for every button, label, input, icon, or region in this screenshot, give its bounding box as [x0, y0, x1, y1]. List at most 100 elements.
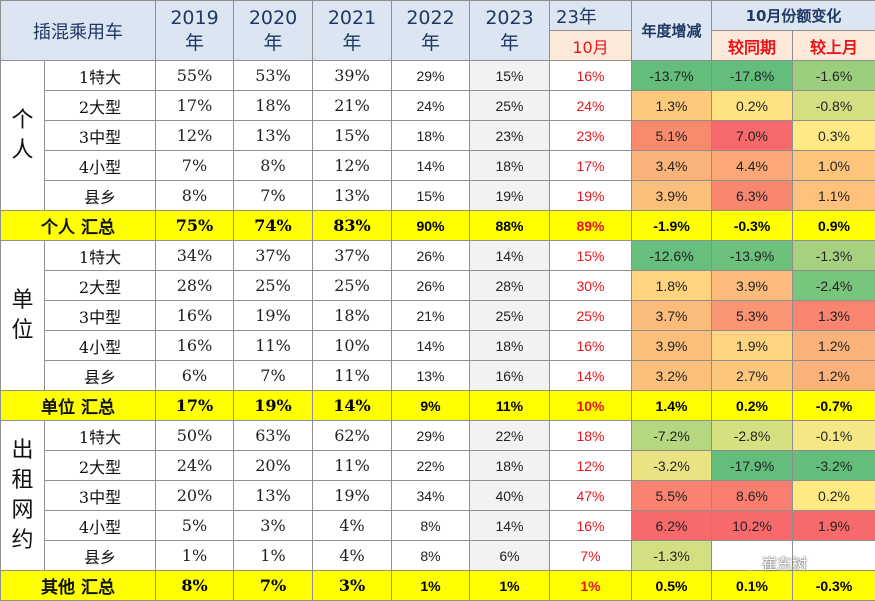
header-oct: 10月	[549, 30, 632, 61]
value-2023: 18%	[469, 330, 550, 361]
value-oct: 14%	[549, 360, 632, 391]
year-label: 2022	[406, 6, 455, 29]
value-2023: 16%	[469, 360, 550, 391]
value-2022: 26%	[391, 240, 470, 271]
total-row: 单位 汇总 17% 19% 14% 9% 11% 10% 1.4% 0.2% -0.7%	[0, 390, 875, 421]
value-2023: 19%	[469, 180, 550, 211]
value-2023: 22%	[469, 420, 550, 451]
yoy-change: 6.3%	[711, 180, 793, 211]
table-row: 3中型 12% 13% 15% 18% 23% 23% 5.1% 7.0% 0.3%	[1, 120, 875, 151]
value-2019: 34%	[155, 240, 234, 271]
row-label: 2大型	[44, 450, 156, 481]
row-label: 2大型	[44, 270, 156, 301]
header-year-2020: 2020 年	[233, 0, 313, 61]
value-2022: 18%	[391, 120, 470, 151]
total-2020: 19%	[233, 390, 313, 421]
watermark: 崔东树	[738, 551, 838, 575]
value-2022: 22%	[391, 450, 470, 481]
total-2019: 17%	[155, 390, 234, 421]
header-yoy: 较同期	[711, 30, 793, 61]
yoy-change: 8.6%	[711, 480, 793, 511]
annual-change: 5.5%	[631, 480, 712, 511]
annual-change: 3.9%	[631, 330, 712, 361]
mom-change: -0.8%	[792, 90, 875, 121]
total-2021: 3%	[312, 570, 392, 601]
value-2023: 15%	[469, 60, 550, 91]
value-2023: 25%	[469, 300, 550, 331]
mom-change: -0.1%	[792, 420, 875, 451]
yoy-change: -2.8%	[711, 420, 793, 451]
value-oct: 24%	[549, 90, 632, 121]
total-oct: 10%	[549, 390, 632, 421]
year-label: 2019	[170, 6, 219, 29]
value-2023: 14%	[469, 240, 550, 271]
table-row: 县乡 6% 7% 11% 13% 16% 14% 3.2% 2.7% 1.2%	[1, 360, 875, 391]
yoy-change: 2.7%	[711, 360, 793, 391]
annual-change: 6.2%	[631, 510, 712, 541]
value-2020: 53%	[233, 60, 313, 91]
table-row: 4小型 7% 8% 12% 14% 18% 17% 3.4% 4.4% 1.0%	[1, 150, 875, 181]
total-2022: 1%	[391, 570, 470, 601]
value-2023: 40%	[469, 480, 550, 511]
header-year-2021: 2021 年	[312, 0, 392, 61]
value-2019: 55%	[155, 60, 234, 91]
value-2020: 13%	[233, 480, 313, 511]
value-2021: 12%	[312, 150, 392, 181]
total-label: 单位 汇总	[0, 390, 156, 421]
value-2021: 10%	[312, 330, 392, 361]
value-oct: 17%	[549, 150, 632, 181]
value-2021: 11%	[312, 450, 392, 481]
row-label: 4小型	[44, 330, 156, 361]
value-2022: 15%	[391, 180, 470, 211]
row-label: 1特大	[44, 60, 156, 91]
yoy-change: -13.9%	[711, 240, 793, 271]
value-2022: 24%	[391, 90, 470, 121]
table-row: 县乡 8% 7% 13% 15% 19% 19% 3.9% 6.3% 1.1%	[1, 180, 875, 211]
mom-change: 1.2%	[792, 330, 875, 361]
value-2019: 24%	[155, 450, 234, 481]
row-label: 1特大	[44, 240, 156, 271]
total-mom: 0.9%	[792, 210, 875, 241]
value-2019: 16%	[155, 330, 234, 361]
value-oct: 16%	[549, 60, 632, 91]
value-2019: 6%	[155, 360, 234, 391]
value-2023: 25%	[469, 90, 550, 121]
value-2019: 1%	[155, 540, 234, 571]
annual-change: 5.1%	[631, 120, 712, 151]
table-row: 2大型 24% 20% 11% 22% 18% 12% -3.2% -17.9% -3.2%	[1, 450, 875, 481]
annual-change: -13.7%	[631, 60, 712, 91]
value-2019: 8%	[155, 180, 234, 211]
header-title: 插混乘用车	[0, 0, 156, 61]
value-2021: 62%	[312, 420, 392, 451]
value-2020: 1%	[233, 540, 313, 571]
value-2023: 6%	[469, 540, 550, 571]
value-2021: 18%	[312, 300, 392, 331]
value-2023: 14%	[469, 510, 550, 541]
value-oct: 47%	[549, 480, 632, 511]
value-2020: 7%	[233, 360, 313, 391]
value-2021: 25%	[312, 270, 392, 301]
value-2020: 3%	[233, 510, 313, 541]
value-2019: 12%	[155, 120, 234, 151]
value-2021: 15%	[312, 120, 392, 151]
value-2020: 7%	[233, 180, 313, 211]
total-oct: 89%	[549, 210, 632, 241]
value-2019: 16%	[155, 300, 234, 331]
total-yoy: -0.3%	[711, 210, 793, 241]
row-label: 4小型	[44, 510, 156, 541]
value-2021: 39%	[312, 60, 392, 91]
row-label: 2大型	[44, 90, 156, 121]
value-2023: 23%	[469, 120, 550, 151]
value-oct: 16%	[549, 330, 632, 361]
table-row: 2大型 28% 25% 25% 26% 28% 30% 1.8% 3.9% -2.4%	[1, 270, 875, 301]
value-2020: 25%	[233, 270, 313, 301]
annual-change: -12.6%	[631, 240, 712, 271]
value-2023: 28%	[469, 270, 550, 301]
total-mom: -0.3%	[792, 570, 875, 601]
mom-change: 1.9%	[792, 510, 875, 541]
year-label: 2021	[327, 6, 377, 29]
yoy-change: 5.3%	[711, 300, 793, 331]
value-2020: 37%	[233, 240, 313, 271]
total-row: 个人 汇总 75% 74% 83% 90% 88% 89% -1.9% -0.3% 0.9%	[0, 210, 875, 241]
value-oct: 12%	[549, 450, 632, 481]
